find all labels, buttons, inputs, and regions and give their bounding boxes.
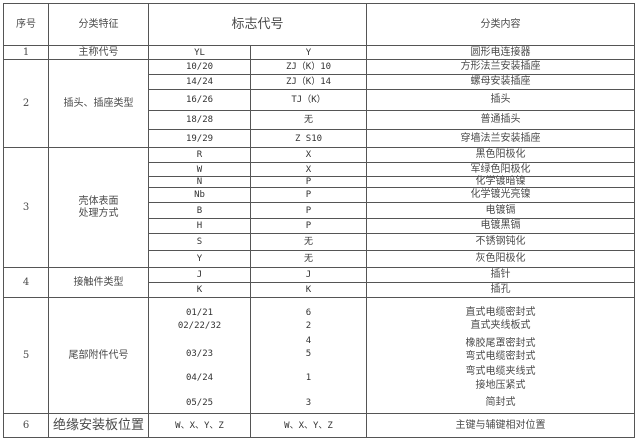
code-b: 2 (305, 321, 312, 331)
code-b: P (250, 202, 367, 219)
row-no: 1 (3, 45, 49, 60)
code-b-cell: 6 2 4 5 1 3 (250, 297, 367, 414)
code-b: TJ（K） (250, 89, 367, 111)
content: 插孔 (366, 282, 635, 298)
row-feature: 绝缘安装板位置 (48, 413, 149, 438)
code-a: 19/29 (148, 129, 251, 148)
content: 螺母安装插座 (366, 74, 635, 90)
content: 军绿色阳极化 (366, 162, 635, 177)
content: 穿墙法兰安装插座 (366, 129, 635, 148)
code-a: 14/24 (148, 74, 251, 90)
code-a: Nb (148, 187, 251, 203)
code-b: 3 (305, 398, 312, 408)
content: 圆形电连接器 (366, 45, 635, 60)
content: 电镀镉 (366, 202, 635, 219)
row-feature: 尾部附件代号 (48, 297, 149, 414)
code-b: 1 (305, 373, 312, 383)
code-a: S (148, 233, 251, 251)
code-b: 4 (305, 336, 312, 346)
content: 直式夹线板式 (470, 320, 531, 331)
row-feature: 主称代号 (48, 45, 149, 60)
code-b: 无 (250, 110, 367, 130)
content: 插针 (366, 267, 635, 283)
content-cell: 直式电缆密封式 直式夹线板式 橡胶尾罩密封式 弯式电缆密封式 弯式电缆夹线式 接地压紧式简… (366, 297, 635, 414)
code-b: ZJ（K）14 (250, 74, 367, 90)
code-b: 无 (250, 233, 367, 251)
row-feature: 壳体表面 处理方式 (48, 147, 149, 268)
row-no: 2 (3, 59, 49, 148)
content: 弯式电缆密封式 (465, 351, 536, 362)
content: 灰色阳极化 (366, 250, 635, 268)
code-a: 04/24 (185, 373, 214, 383)
code-b: X (250, 147, 367, 163)
code-a: Y (148, 250, 251, 268)
header-content: 分类内容 (366, 3, 635, 46)
content: 直式电缆密封式 (465, 307, 536, 318)
code-a-cell: 01/21 02/22/32 03/23 04/24 05/25 (148, 297, 251, 414)
code-b: P (250, 218, 367, 234)
code-a: W、X、Y、Z (148, 413, 251, 438)
content: 插头 (366, 89, 635, 111)
header-feature: 分类特征 (48, 3, 149, 46)
content: 方形法兰安装插座 (366, 59, 635, 75)
content: 弯式电缆夹线式 (465, 366, 536, 377)
row-feature: 插头、插座类型 (48, 59, 149, 148)
code-b: Y (250, 45, 367, 60)
code-a: B (148, 202, 251, 219)
content: 电镀黑镉 (366, 218, 635, 234)
content: 不锈钢钝化 (366, 233, 635, 251)
code-a: 18/28 (148, 110, 251, 130)
code-b: 无 (250, 250, 367, 268)
code-b: 6 (305, 308, 312, 318)
content: 接地压紧式 (475, 380, 526, 391)
content: 普通插头 (366, 110, 635, 130)
header-no: 序号 (3, 3, 49, 46)
code-a: 02/22/32 (177, 321, 222, 331)
code-b: K (250, 282, 367, 298)
code-b: X (250, 162, 367, 177)
code-a: 10/20 (148, 59, 251, 75)
row-no: 4 (3, 267, 49, 298)
content: 化学镀光亮镍 (366, 187, 635, 203)
code-b: ZJ（K）10 (250, 59, 367, 75)
code-a: 01/21 (185, 308, 214, 318)
code-a: 16/26 (148, 89, 251, 111)
code-b: 5 (305, 349, 312, 359)
content: 简封式 (485, 397, 516, 408)
code-a: R (148, 147, 251, 163)
code-a: 03/23 (185, 349, 214, 359)
code-a: W (148, 162, 251, 177)
code-b: W、X、Y、Z (250, 413, 367, 438)
row-feature: 接触件类型 (48, 267, 149, 298)
row-no: 3 (3, 147, 49, 268)
code-b: Z S10 (250, 129, 367, 148)
code-a: H (148, 218, 251, 234)
header-code: 标志代号 (148, 3, 367, 46)
code-a: 05/25 (185, 398, 214, 408)
code-a: J (148, 267, 251, 283)
row-no: 5 (3, 297, 49, 414)
code-b: P (250, 187, 367, 203)
code-b: J (250, 267, 367, 283)
content: 黑色阳极化 (366, 147, 635, 163)
row-no: 6 (3, 413, 49, 438)
content: 橡胶尾罩密封式 (465, 338, 536, 349)
content: 主键与辅键相对位置 (366, 413, 635, 438)
code-a: K (148, 282, 251, 298)
code-a: YL (148, 45, 251, 60)
